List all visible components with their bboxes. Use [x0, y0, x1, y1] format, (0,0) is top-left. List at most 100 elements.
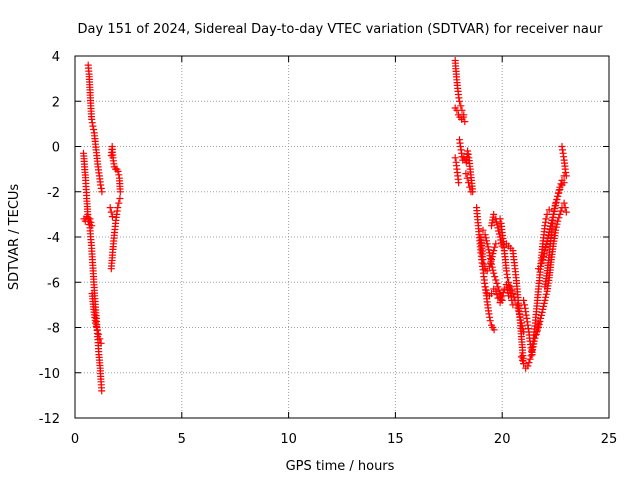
data-point — [535, 321, 543, 328]
plot-frame — [74, 55, 610, 419]
data-point — [484, 243, 492, 251]
data-point — [461, 118, 469, 126]
data-point — [542, 215, 550, 223]
data-point — [496, 299, 504, 307]
data-points — [80, 57, 570, 395]
data-point — [457, 102, 465, 110]
x-tick-label: 10 — [280, 432, 297, 447]
data-point — [497, 295, 505, 303]
data-point — [515, 310, 523, 318]
data-point — [520, 360, 528, 368]
data-point — [490, 210, 498, 218]
data-point — [515, 307, 523, 315]
data-point — [86, 215, 94, 223]
y-axis-label: SDTVAR / TECUs — [7, 184, 22, 291]
data-point — [562, 208, 570, 216]
data-point — [511, 296, 519, 304]
data-point — [554, 189, 562, 197]
data-point — [542, 244, 550, 252]
data-point — [464, 150, 472, 158]
data-point — [92, 319, 99, 327]
y-tick-label: -6 — [47, 276, 60, 291]
data-point — [493, 221, 501, 229]
data-point — [510, 293, 518, 301]
data-point — [481, 231, 489, 239]
data-point — [455, 179, 463, 187]
data-point — [483, 237, 490, 245]
data-point — [459, 113, 467, 121]
data-point — [552, 226, 560, 234]
data-point — [467, 188, 475, 196]
data-point — [494, 294, 502, 302]
data-point — [479, 256, 487, 264]
data-point — [545, 206, 553, 214]
data-point — [453, 106, 461, 114]
data-point — [541, 247, 549, 255]
data-point — [514, 304, 522, 312]
data-point — [537, 262, 545, 270]
data-point — [486, 317, 494, 325]
data-point — [556, 210, 564, 218]
data-point — [495, 286, 503, 294]
data-point — [456, 97, 463, 105]
data-point — [517, 319, 525, 327]
data-point — [114, 204, 122, 212]
data-point — [493, 218, 500, 226]
data-point — [95, 330, 102, 338]
data-point — [491, 273, 499, 281]
data-point — [491, 243, 499, 251]
data-point — [540, 250, 548, 258]
data-point — [540, 299, 548, 307]
data-point — [539, 256, 547, 264]
data-point — [518, 322, 526, 330]
data-point — [492, 240, 500, 248]
data-point — [466, 183, 474, 191]
data-point — [92, 322, 100, 330]
data-point — [488, 260, 495, 268]
axis-ticks: 0 5 10 15 20 25 -12 -10 -8 -6 -4 -2 0 2 4 — [39, 50, 618, 447]
y-tick-label: 2 — [52, 95, 60, 110]
data-point — [451, 154, 459, 162]
data-point — [493, 291, 501, 299]
data-point — [542, 293, 550, 301]
data-point — [526, 355, 534, 363]
data-point — [552, 223, 560, 231]
data-point — [495, 227, 503, 235]
data-point — [554, 217, 562, 225]
data-point — [516, 313, 524, 321]
data-point — [557, 207, 565, 215]
data-point — [521, 301, 529, 309]
data-point — [542, 290, 550, 298]
data-point — [540, 302, 547, 310]
data-point — [490, 247, 498, 255]
x-tick-label: 5 — [178, 432, 186, 447]
data-point — [488, 263, 496, 271]
data-point — [562, 172, 570, 180]
data-point — [519, 356, 526, 364]
data-point — [492, 276, 500, 284]
data-point — [509, 290, 517, 298]
data-point — [557, 180, 565, 188]
data-point — [490, 269, 498, 277]
data-point — [107, 208, 115, 216]
data-point — [116, 195, 124, 202]
data-point — [93, 326, 101, 334]
data-point — [553, 220, 561, 228]
data-point — [116, 188, 124, 196]
data-point — [481, 283, 489, 291]
data-point — [508, 286, 516, 294]
data-point — [524, 362, 532, 370]
data-point — [106, 204, 114, 212]
data-point — [490, 326, 498, 334]
data-point — [539, 305, 547, 313]
data-point — [536, 318, 544, 325]
data-point — [496, 215, 504, 223]
data-point — [560, 199, 568, 207]
data-point — [555, 186, 563, 194]
data-point — [543, 210, 551, 218]
data-point — [97, 339, 105, 347]
data-point — [494, 224, 502, 232]
data-point — [535, 324, 542, 331]
data-point — [542, 241, 550, 248]
